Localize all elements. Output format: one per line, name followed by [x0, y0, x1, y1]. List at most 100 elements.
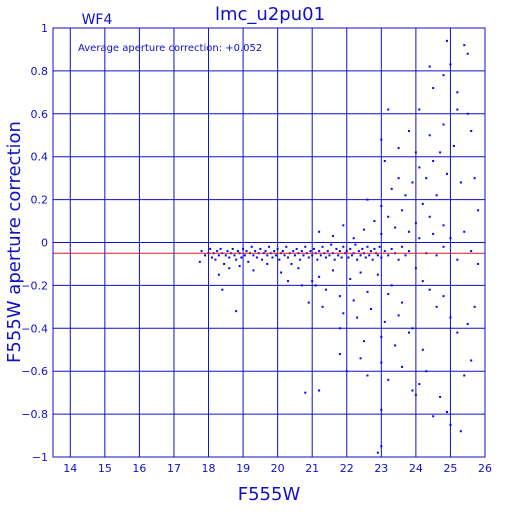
data-point — [428, 215, 431, 218]
data-point — [373, 247, 376, 250]
data-point — [445, 39, 448, 42]
data-point — [287, 256, 290, 259]
data-point — [445, 410, 448, 413]
data-point — [349, 247, 352, 250]
data-point — [432, 415, 435, 418]
data-point — [470, 359, 473, 362]
data-point — [331, 235, 334, 238]
x-tick-label: 25 — [443, 462, 457, 475]
data-point — [383, 159, 386, 162]
x-tick-label: 22 — [340, 462, 354, 475]
data-point — [407, 230, 410, 233]
data-point — [345, 370, 348, 373]
data-point — [357, 250, 360, 253]
data-point — [421, 348, 424, 351]
data-point — [418, 237, 421, 240]
x-tick-label: 23 — [374, 462, 388, 475]
data-point — [221, 288, 224, 291]
data-point — [466, 323, 469, 326]
data-point — [255, 256, 258, 259]
x-tick-label: 18 — [202, 462, 216, 475]
data-point — [330, 243, 333, 246]
data-point — [380, 256, 383, 259]
data-point — [259, 247, 262, 250]
data-point — [316, 258, 319, 261]
y-tick-label: −0.2 — [21, 279, 48, 292]
data-point — [466, 52, 469, 55]
data-point — [456, 91, 459, 94]
data-point — [311, 280, 314, 283]
data-point — [466, 112, 469, 115]
data-point — [470, 250, 473, 253]
data-point — [390, 187, 393, 190]
data-point — [238, 265, 241, 268]
data-point — [463, 374, 466, 377]
x-tick-label: 21 — [305, 462, 319, 475]
data-point — [366, 374, 369, 377]
data-point — [345, 250, 348, 253]
x-tick-label: 19 — [236, 462, 250, 475]
data-point — [380, 361, 383, 364]
data-point — [340, 256, 343, 259]
data-point — [473, 177, 476, 180]
data-point — [404, 254, 407, 257]
data-point — [318, 250, 321, 253]
data-point — [318, 275, 321, 278]
y-tick-label: 0.4 — [31, 151, 49, 164]
data-point — [380, 232, 383, 235]
data-point — [228, 256, 231, 259]
data-point — [280, 271, 283, 274]
data-point — [274, 254, 277, 257]
data-point — [378, 245, 381, 248]
data-point — [359, 271, 362, 274]
data-point — [338, 250, 341, 253]
y-tick-labels: −1 −0.8 −0.6 −0.4 −0.2 0 0.2 0.4 0.6 0.8 1 — [21, 22, 48, 464]
data-point — [401, 245, 404, 248]
data-point — [331, 269, 334, 272]
data-point — [411, 327, 414, 330]
data-point — [421, 202, 424, 205]
data-point — [371, 258, 374, 261]
data-point — [271, 256, 274, 259]
data-point — [390, 284, 393, 287]
y-tick-label: −1 — [32, 451, 48, 464]
data-point — [445, 172, 448, 175]
data-point — [338, 295, 341, 298]
data-point — [285, 245, 288, 248]
data-point — [359, 254, 362, 257]
data-point — [293, 254, 296, 257]
x-tick-label: 16 — [132, 462, 146, 475]
data-point — [337, 254, 340, 257]
data-point — [314, 284, 317, 287]
data-point — [449, 237, 452, 240]
data-point — [449, 316, 452, 319]
data-point — [390, 247, 393, 250]
data-point — [236, 250, 239, 253]
data-point — [338, 353, 341, 356]
data-point — [380, 445, 383, 448]
data-point — [245, 250, 248, 253]
data-point — [407, 250, 410, 253]
data-point — [309, 250, 312, 253]
data-point — [350, 254, 353, 257]
y-tick-label: −0.4 — [21, 322, 48, 335]
data-point — [318, 389, 321, 392]
data-point — [449, 423, 452, 426]
data-point — [439, 151, 442, 154]
data-point — [425, 370, 428, 373]
data-point — [311, 254, 314, 257]
data-point — [414, 222, 417, 225]
y-tick-label: −0.6 — [21, 365, 48, 378]
data-point — [477, 209, 480, 212]
data-point — [435, 254, 438, 257]
data-point — [361, 247, 364, 250]
data-point — [407, 129, 410, 132]
data-point — [459, 181, 462, 184]
data-point — [418, 108, 421, 111]
data-point — [347, 256, 350, 259]
y-tick-label: 0.8 — [31, 65, 49, 78]
data-point — [432, 87, 435, 90]
data-point — [264, 250, 267, 253]
data-point — [442, 74, 445, 77]
data-point — [364, 256, 367, 259]
